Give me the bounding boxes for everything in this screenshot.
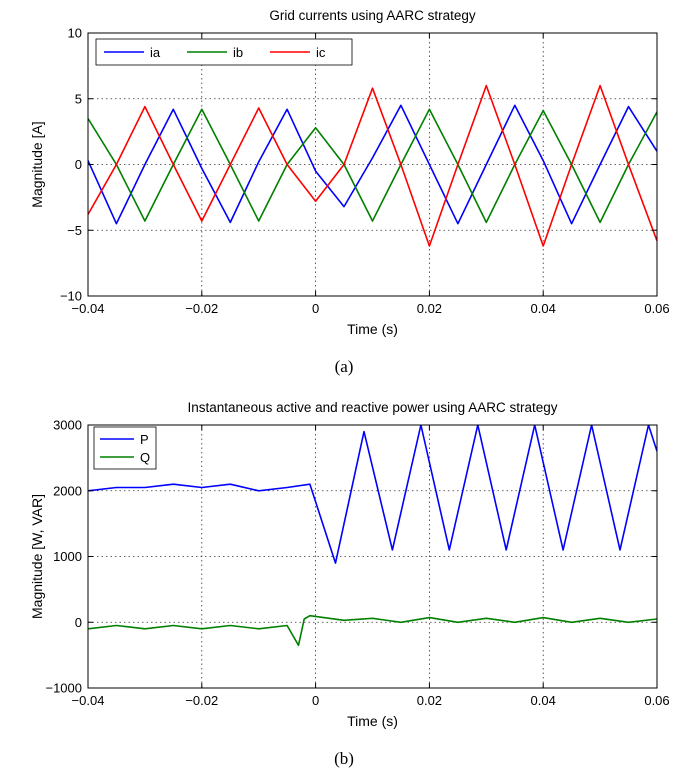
chart-a: −0.04 −0.02 0 0.02 0.04 0.06 −10 −5 0 5 10 Grid cur… (29, 8, 670, 376)
x-tick-label: 0 (312, 693, 319, 708)
legend: PQ (93, 426, 157, 470)
y-tick-label: 0 (75, 157, 82, 172)
x-tick-label: 0.06 (644, 693, 669, 708)
legend-label-p: P (140, 432, 149, 447)
series-line-ia (88, 104, 657, 225)
y-tick-label: 1000 (53, 549, 82, 564)
legend: ia ib ic (95, 38, 353, 66)
y-tick-label: 0 (75, 615, 82, 630)
y-tick-label: 10 (68, 26, 82, 41)
y-tick-label: −10 (60, 289, 82, 304)
x-tick-label: −0.02 (185, 301, 218, 316)
chart-title: Instantaneous active and reactive power … (188, 400, 558, 415)
y-tick-label: −5 (67, 223, 82, 238)
x-tick-label: 0.04 (531, 301, 556, 316)
x-tick-label: −0.02 (185, 693, 218, 708)
legend-label-ia: ia (150, 45, 161, 60)
figure-caption: (b) (334, 749, 354, 768)
y-tick-label: 2000 (53, 483, 82, 498)
y-axis-label: Magnitude [W, VAR] (29, 494, 45, 619)
x-tick-label: −0.04 (72, 301, 105, 316)
y-tick-label: 3000 (53, 418, 82, 433)
x-tick-label: 0.04 (531, 693, 556, 708)
y-tick-label: −1000 (45, 681, 82, 696)
series-line-ic (88, 84, 657, 247)
figure-caption: (a) (335, 357, 354, 376)
x-tick-label: −0.04 (72, 693, 105, 708)
chart-b: −0.04 −0.02 0 0.02 0.04 0.06 −1000 0 1000 2000 300… (29, 400, 670, 768)
legend-label-ib: ib (233, 45, 243, 60)
x-axis-label: Time (s) (347, 321, 398, 337)
y-tick-label: 5 (75, 91, 82, 106)
legend-label-q: Q (140, 450, 150, 465)
series-line-p (88, 425, 657, 564)
y-axis-label: Magnitude [A] (29, 121, 45, 207)
series-line-ib (88, 108, 657, 224)
chart-title: Grid currents using AARC strategy (269, 8, 476, 23)
x-tick-label: 0.06 (644, 301, 669, 316)
legend-box (93, 426, 157, 470)
series-group (88, 84, 657, 247)
x-axis-label: Time (s) (347, 713, 398, 729)
series-line-q (88, 614, 657, 647)
x-tick-label: 0.02 (417, 693, 442, 708)
x-tick-label: 0 (312, 301, 319, 316)
x-tick-label: 0.02 (417, 301, 442, 316)
legend-label-ic: ic (316, 45, 326, 60)
